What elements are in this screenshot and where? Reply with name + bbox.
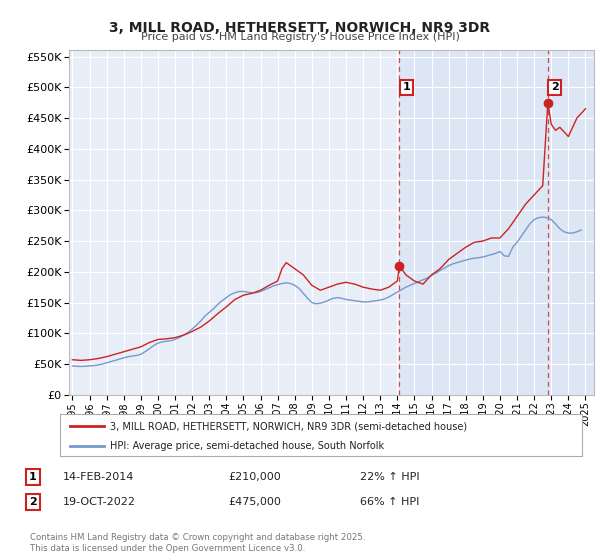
Text: 2: 2 [551,82,559,92]
Text: 19-OCT-2022: 19-OCT-2022 [63,497,136,507]
Text: 66% ↑ HPI: 66% ↑ HPI [360,497,419,507]
Text: HPI: Average price, semi-detached house, South Norfolk: HPI: Average price, semi-detached house,… [110,441,384,451]
Text: 14-FEB-2014: 14-FEB-2014 [63,472,134,482]
Text: Contains HM Land Registry data © Crown copyright and database right 2025.
This d: Contains HM Land Registry data © Crown c… [30,533,365,553]
Bar [400,50,594,395]
Text: 1: 1 [403,82,410,92]
Text: £210,000: £210,000 [228,472,281,482]
Text: 22% ↑ HPI: 22% ↑ HPI [360,472,419,482]
Text: £475,000: £475,000 [228,497,281,507]
Text: 1: 1 [29,472,37,482]
Text: 3, MILL ROAD, HETHERSETT, NORWICH, NR9 3DR (semi-detached house): 3, MILL ROAD, HETHERSETT, NORWICH, NR9 3… [110,421,467,431]
Text: Price paid vs. HM Land Registry's House Price Index (HPI): Price paid vs. HM Land Registry's House … [140,32,460,42]
Text: 3, MILL ROAD, HETHERSETT, NORWICH, NR9 3DR: 3, MILL ROAD, HETHERSETT, NORWICH, NR9 3… [109,21,491,35]
Text: 2: 2 [29,497,37,507]
